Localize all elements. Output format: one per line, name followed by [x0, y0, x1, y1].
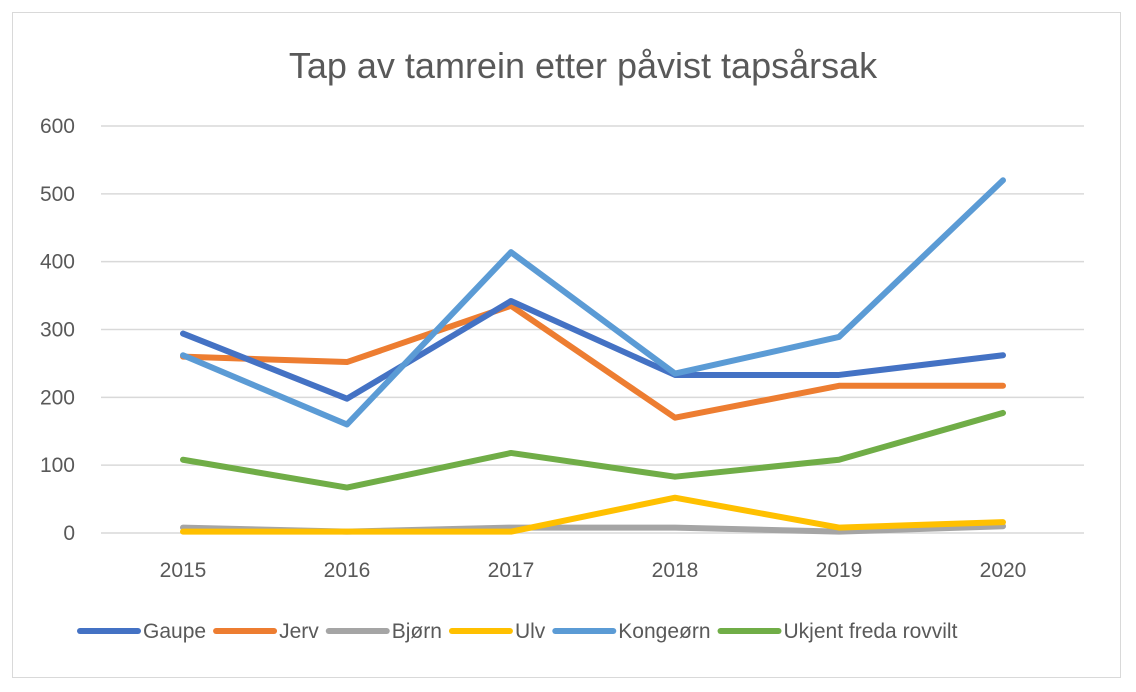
series-lines	[180, 177, 1006, 535]
x-tick-label: 2015	[160, 559, 207, 582]
x-tick-label: 2019	[816, 559, 863, 582]
legend-label: Ulv	[515, 620, 546, 643]
legend-item: Ukjent freda rovvilt	[717, 620, 958, 643]
legend-label: Bjørn	[392, 620, 442, 643]
x-tick-label: 2017	[488, 559, 535, 582]
x-axis-ticks: 2015 2016 2017 2018 2019 2020	[160, 559, 1027, 582]
legend-label: Ukjent freda rovvilt	[784, 620, 958, 643]
y-axis-ticks: 0 100 200 300 400 500 600	[40, 115, 75, 545]
y-tick-label: 300	[40, 319, 75, 342]
legend-item: Gaupe	[77, 620, 206, 643]
x-tick-label: 2016	[324, 559, 371, 582]
chart-title: Tap av tamrein etter påvist tapsårsak	[289, 45, 878, 86]
series-line-ukjent-freda-rovvilt	[180, 409, 1006, 491]
y-tick-label: 200	[40, 386, 75, 409]
y-tick-label: 0	[63, 522, 75, 545]
legend-item: Bjørn	[325, 620, 442, 643]
legend-item: Kongeørn	[552, 620, 711, 643]
y-tick-label: 500	[40, 183, 75, 206]
series-line-ulv	[180, 494, 1006, 535]
legend-label: Jerv	[279, 620, 319, 643]
series-line-kongeørn	[180, 177, 1006, 428]
y-tick-label: 400	[40, 251, 75, 274]
y-tick-label: 100	[40, 454, 75, 477]
legend-item: Ulv	[448, 620, 546, 643]
series-line-jerv	[180, 302, 1006, 421]
x-tick-label: 2020	[980, 559, 1027, 582]
legend-label: Kongeørn	[618, 620, 710, 643]
y-tick-label: 600	[40, 115, 75, 138]
legend: Gaupe Jerv Bjørn Ulv Kongeørn Ukjent freda ro…	[77, 620, 958, 643]
series-line-gaupe	[180, 298, 1006, 402]
legend-item: Jerv	[213, 620, 319, 643]
legend-label: Gaupe	[143, 620, 206, 643]
x-tick-label: 2018	[652, 559, 699, 582]
